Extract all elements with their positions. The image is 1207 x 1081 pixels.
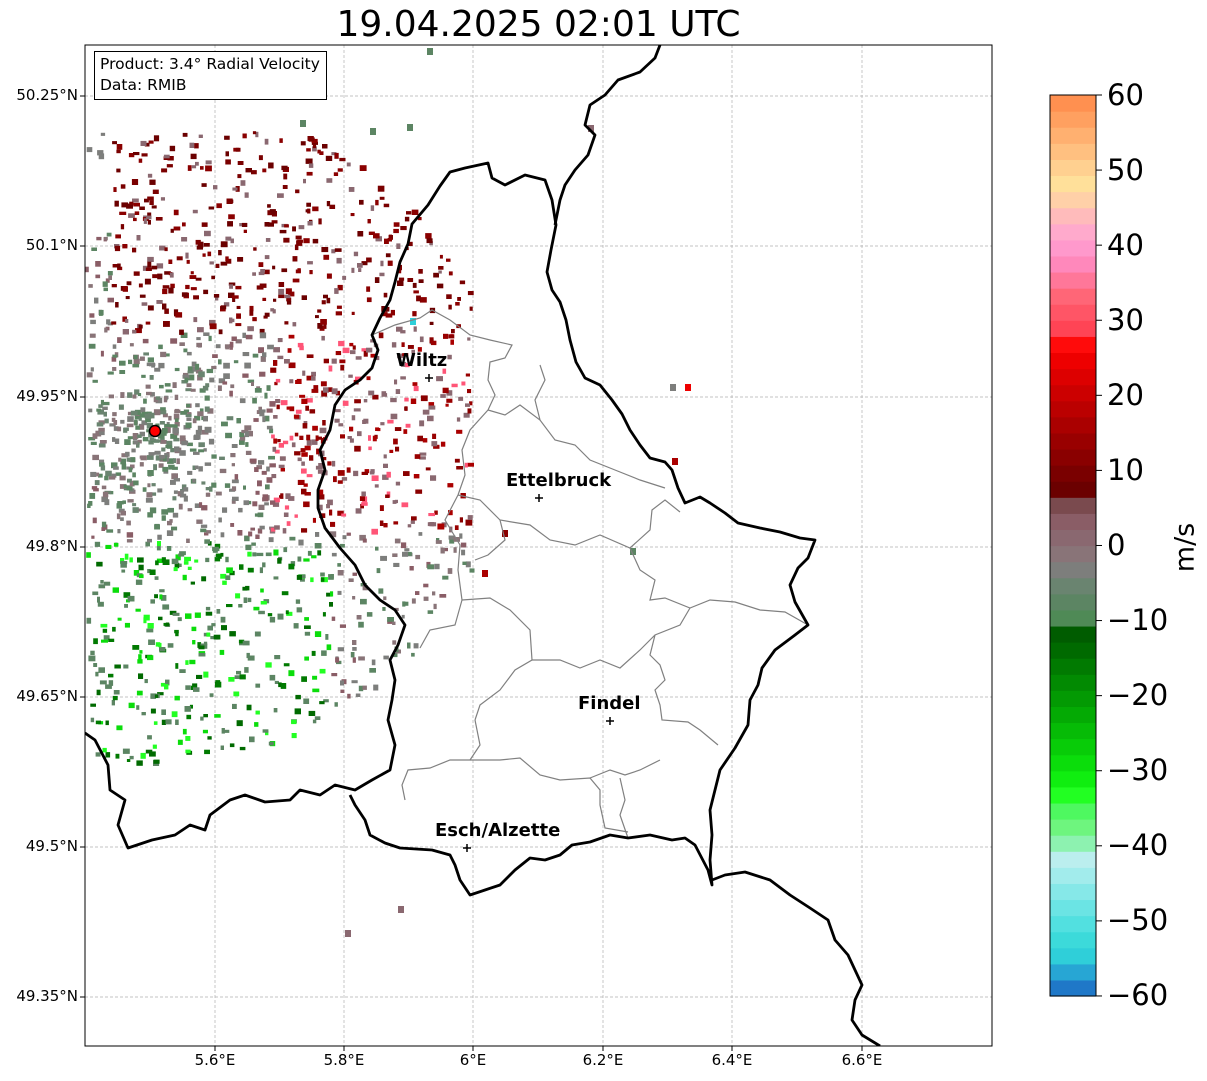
colorbar-tick-label: −20	[1107, 678, 1169, 712]
city-marker	[535, 494, 543, 502]
colorbar-tick-label: −40	[1107, 828, 1169, 862]
colorbar-tick-label: 40	[1107, 228, 1144, 262]
map-title: 19.04.2025 02:01 UTC	[336, 4, 741, 45]
lon-label: 6°E	[459, 1051, 487, 1069]
lat-label: 49.8°N	[25, 537, 78, 555]
city-label-esch: Esch/Alzette	[435, 820, 561, 841]
colorbar-tick-label: 20	[1107, 378, 1144, 412]
product-info-box: Product: 3.4° Radial Velocity Data: RMIB	[94, 51, 327, 100]
lat-label: 50.25°N	[16, 86, 78, 104]
colorbar-ticks	[1096, 94, 1102, 997]
colorbar-tick-label: 50	[1107, 153, 1144, 187]
colorbar-tick-label: 30	[1107, 303, 1144, 337]
lon-label: 6.4°E	[711, 1051, 753, 1069]
product-label: Product: 3.4° Radial Velocity	[100, 55, 320, 73]
city-label-findel: Findel	[578, 693, 641, 714]
country-border	[85, 45, 881, 1046]
colorbar-bands	[1050, 95, 1096, 997]
city-label-ettelbruck: Ettelbruck	[506, 470, 612, 491]
colorbar-tick-label: 10	[1107, 453, 1144, 487]
radar-echoes	[85, 48, 691, 937]
lat-label: 49.65°N	[16, 687, 78, 705]
city-marker	[606, 717, 614, 725]
city-marker	[425, 374, 433, 382]
lon-label: 6.2°E	[582, 1051, 624, 1069]
colorbar-tick-label: −50	[1107, 903, 1169, 937]
lat-label: 50.1°N	[25, 236, 78, 254]
lon-label: 5.6°E	[194, 1051, 236, 1069]
lat-label: 49.5°N	[25, 837, 78, 855]
city-marker	[463, 844, 471, 852]
axis-ticks	[80, 95, 863, 1051]
colorbar-tick-label: −60	[1107, 978, 1169, 1012]
data-source-label: Data: RMIB	[100, 76, 187, 94]
lat-label: 49.95°N	[16, 387, 78, 405]
radar-site-marker	[148, 424, 162, 438]
colorbar-tick-label: 60	[1107, 78, 1144, 112]
lon-label: 5.8°E	[323, 1051, 365, 1069]
city-label-wiltz: Wiltz	[396, 350, 448, 371]
lon-label: 6.6°E	[841, 1051, 883, 1069]
map-frame	[84, 44, 993, 1047]
colorbar-tick-label: −30	[1107, 753, 1169, 787]
colorbar-tick-label: −10	[1107, 603, 1169, 637]
lat-label: 49.35°N	[16, 987, 78, 1005]
colorbar-tick-label: 0	[1107, 528, 1126, 562]
colorbar-unit-label: m/s	[1169, 522, 1201, 573]
admin-boundaries	[371, 309, 809, 839]
